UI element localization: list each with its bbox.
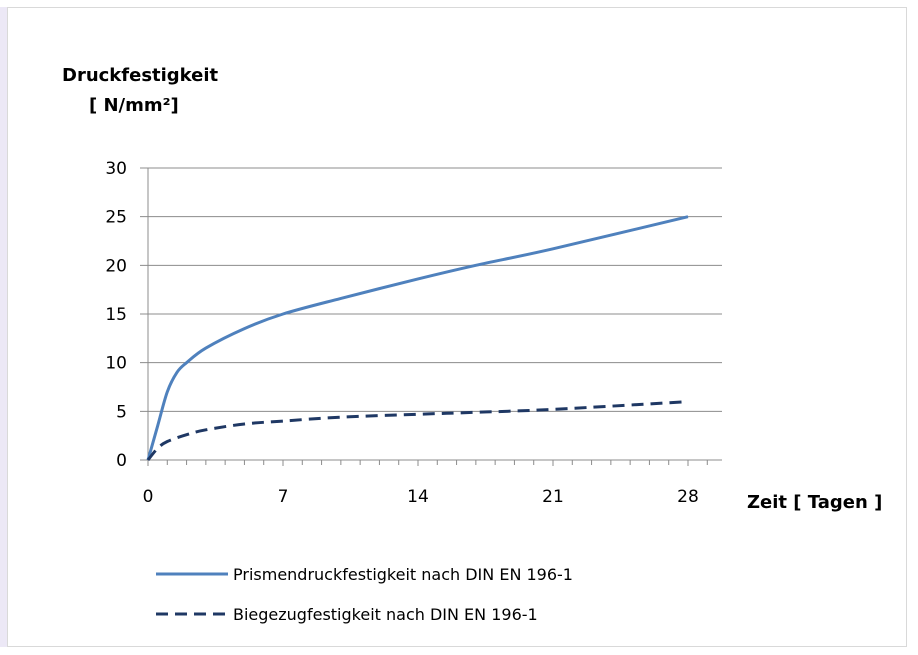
x-tick-label: 21 bbox=[542, 487, 564, 507]
y-tick-label: 30 bbox=[105, 159, 127, 179]
chart-frame bbox=[7, 7, 907, 647]
left-edge-strip bbox=[0, 7, 7, 647]
x-tick-label: 0 bbox=[143, 487, 154, 507]
y-tick-label: 0 bbox=[116, 451, 127, 471]
axes bbox=[140, 168, 722, 466]
gridlines bbox=[140, 167, 722, 412]
y-axis-unit: [ N/mm²] bbox=[89, 95, 179, 116]
x-tick-label: 28 bbox=[677, 487, 699, 507]
legend: Prismendruckfestigkeit nach DIN EN 196-1… bbox=[156, 565, 573, 624]
series-lines bbox=[146, 215, 689, 461]
y-tick-label: 20 bbox=[105, 256, 127, 276]
x-tick-label: 7 bbox=[278, 487, 289, 507]
y-tick-label: 5 bbox=[116, 402, 127, 422]
y-axis-title: Druckfestigkeit bbox=[62, 65, 219, 86]
y-tick-label: 25 bbox=[105, 208, 127, 228]
legend-label-prismendruckfestigkeit: Prismendruckfestigkeit nach DIN EN 196-1 bbox=[233, 565, 573, 584]
y-tick-label: 10 bbox=[105, 354, 127, 374]
x-tick-label: 14 bbox=[407, 487, 429, 507]
legend-label-biegezugfestigkeit: Biegezugfestigkeit nach DIN EN 196-1 bbox=[233, 605, 538, 624]
series-line-prismendruckfestigkeit bbox=[146, 215, 689, 461]
y-tick-labels: 0 5 10 15 20 25 30 bbox=[105, 159, 127, 471]
x-tick-labels: 0 7 14 21 28 bbox=[143, 487, 699, 507]
y-tick-label: 15 bbox=[105, 305, 127, 325]
x-axis-title: Zeit [ Tagen ] bbox=[747, 492, 882, 513]
series-line-biegezugfestigkeit bbox=[146, 400, 689, 461]
